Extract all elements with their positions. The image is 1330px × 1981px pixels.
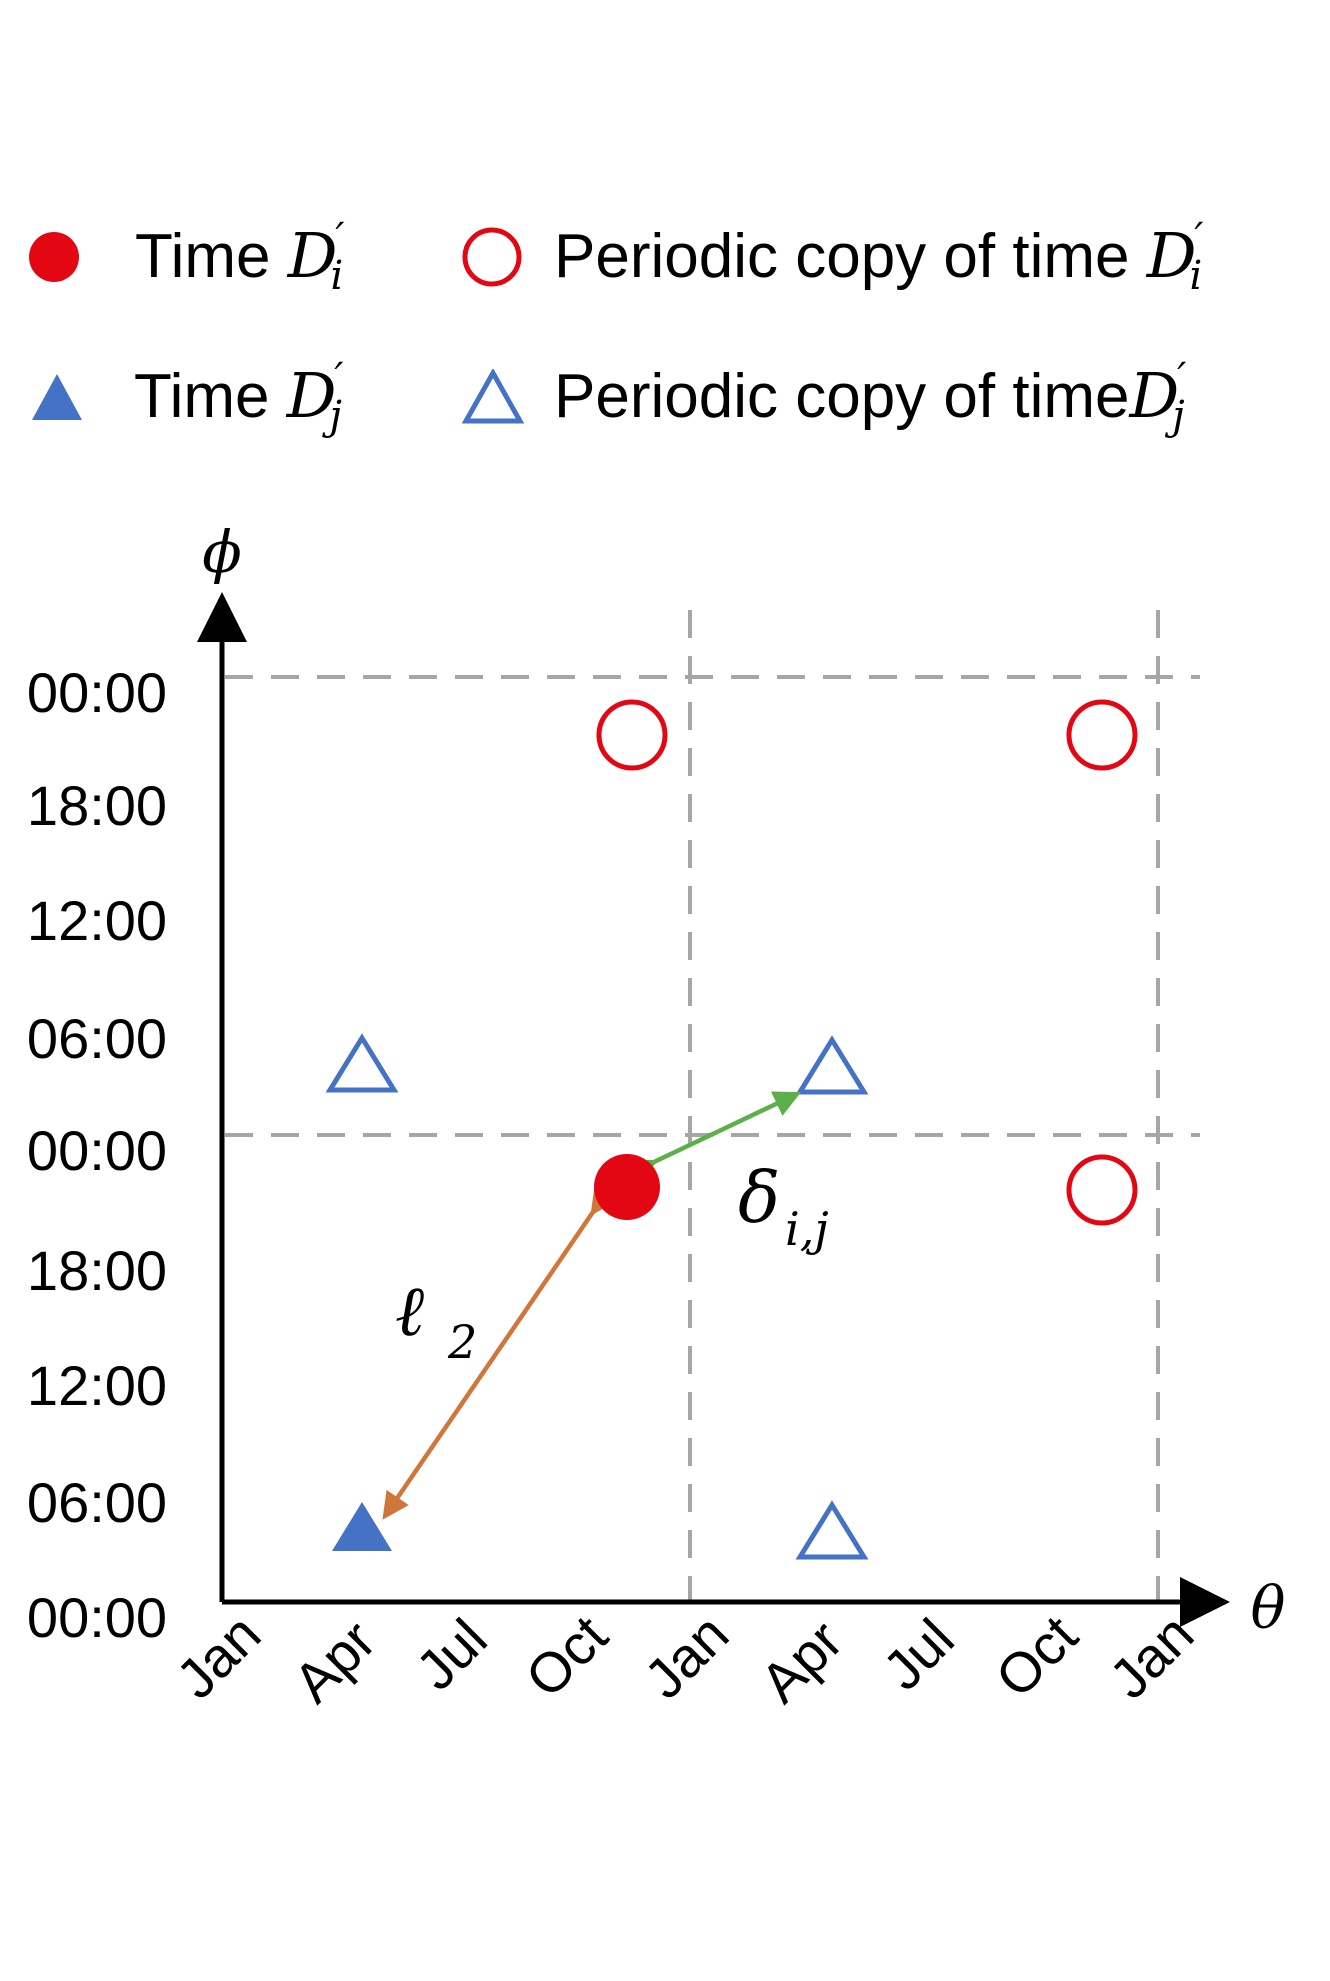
l2-label: ℓ 2 (395, 1270, 477, 1369)
legend-prefix: Time (135, 222, 288, 291)
y-tick-labels: 00:00 06:00 12:00 18:00 00:00 06:00 12:0… (27, 661, 167, 1649)
svg-text:ℓ: ℓ (395, 1270, 424, 1352)
legend-item-copy-dj: Periodic copy of timeD′j (462, 355, 1187, 439)
svg-text:2: 2 (447, 1315, 477, 1369)
delta-distance-arrow (627, 1091, 802, 1184)
legend-prefix: Periodic copy of time (554, 222, 1147, 291)
legend: Time D′i Periodic copy of time D′i Time … (0, 0, 1330, 470)
filled-triangle-icon (32, 374, 82, 420)
hollow-circle-icon (462, 227, 522, 287)
y-tick-label: 18:00 (27, 1239, 167, 1302)
x-tick-label: Jan (164, 1602, 272, 1710)
x-tick-label: Oct (513, 1603, 619, 1709)
hollow-circle-marker (1066, 699, 1138, 771)
hollow-circle-marker (596, 699, 668, 771)
svg-text:δ: δ (738, 1157, 780, 1239)
hollow-triangle-marker (795, 1500, 869, 1560)
periodic-time-diagram: ϕ θ 00:00 06:00 12:00 18:00 00:00 06:00 … (27, 518, 1286, 1714)
x-tick-label: Apr (281, 1608, 387, 1714)
svg-text:i,j: i,j (785, 1202, 829, 1256)
grid-lines (225, 610, 1200, 1610)
x-tick-label: Oct (983, 1603, 1089, 1709)
legend-symbol: D′i (287, 215, 345, 299)
y-tick-label: 00:00 (27, 1119, 167, 1182)
legend-item-time-dj: Time D′j (30, 355, 344, 439)
legend-symbol: D′i (1146, 215, 1204, 299)
x-tick-label: Jan (632, 1602, 740, 1710)
y-tick-label: 12:00 (27, 1354, 167, 1417)
hollow-circle-marker (1066, 1154, 1138, 1226)
time-dj-point (332, 1502, 392, 1551)
legend-item-time-di: Time D′i (28, 215, 345, 299)
x-axis-name: θ (1251, 1574, 1286, 1642)
x-tick-label: Apr (748, 1608, 854, 1714)
l2-distance-arrow (382, 1185, 617, 1520)
x-tick-labels: Jan Apr Jul Oct Jan Apr Jul Oct Jan (164, 1602, 1205, 1714)
legend-symbol: D′j (286, 355, 344, 439)
filled-circle-icon (29, 232, 79, 282)
delta-label: δ i,j (738, 1157, 829, 1256)
legend-prefix: Periodic copy of time (554, 362, 1130, 431)
legend-symbol: D′j (1129, 355, 1187, 439)
x-tick-label: Jul (404, 1607, 499, 1702)
y-tick-label: 18:00 (27, 774, 167, 837)
time-di-point (594, 1154, 660, 1220)
y-tick-label: 06:00 (27, 1007, 167, 1070)
hollow-triangle-icon (462, 369, 524, 424)
y-axis-name: ϕ (202, 518, 242, 586)
x-tick-label: Jan (1097, 1602, 1205, 1710)
periodic-copies-dj (325, 1033, 869, 1560)
hollow-triangle-marker (795, 1035, 869, 1095)
x-tick-label: Jul (871, 1607, 966, 1702)
periodic-copies-di (596, 699, 1138, 1226)
y-tick-label: 06:00 (27, 1471, 167, 1534)
y-tick-label: 12:00 (27, 889, 167, 952)
legend-item-copy-di: Periodic copy of time D′i (460, 215, 1204, 299)
y-tick-label: 00:00 (27, 661, 167, 724)
legend-prefix: Time (134, 362, 287, 431)
hollow-triangle-marker (325, 1033, 399, 1093)
y-tick-label: 00:00 (27, 1586, 167, 1649)
